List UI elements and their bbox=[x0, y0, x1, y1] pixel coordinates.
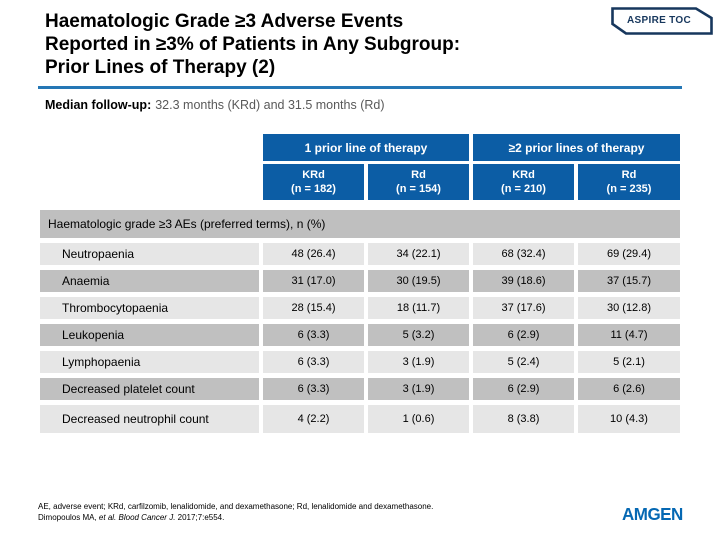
column-header-n: (n = 210) bbox=[501, 183, 546, 195]
column-header-n: (n = 182) bbox=[291, 183, 336, 195]
row-label: Anaemia bbox=[40, 270, 259, 292]
cell-value: 48 (26.4) bbox=[263, 243, 364, 265]
row-label: Lymphopaenia bbox=[40, 351, 259, 373]
cell-value: 5 (3.2) bbox=[368, 324, 469, 346]
table-row: Leukopenia 6 (3.3) 5 (3.2) 6 (2.9) 11 (4… bbox=[40, 324, 680, 346]
citation-ref: 2017;7:e554. bbox=[177, 513, 225, 522]
cell-value: 30 (12.8) bbox=[578, 297, 680, 319]
cell-value: 1 (0.6) bbox=[368, 405, 469, 433]
title-line-2: Reported in ≥3% of Patients in Any Subgr… bbox=[45, 34, 461, 55]
cell-value: 6 (2.9) bbox=[473, 378, 574, 400]
table-group-header-row: 1 prior line of therapy ≥2 prior lines o… bbox=[40, 134, 680, 161]
cell-value: 37 (15.7) bbox=[578, 270, 680, 292]
cell-value: 3 (1.9) bbox=[368, 378, 469, 400]
table-row: Lymphopaenia 6 (3.3) 3 (1.9) 5 (2.4) 5 (… bbox=[40, 351, 680, 373]
cell-value: 6 (2.9) bbox=[473, 324, 574, 346]
cell-value: 31 (17.0) bbox=[263, 270, 364, 292]
cell-value: 39 (18.6) bbox=[473, 270, 574, 292]
row-label: Neutropaenia bbox=[40, 243, 259, 265]
cell-value: 6 (3.3) bbox=[263, 351, 364, 373]
cell-value: 18 (11.7) bbox=[368, 297, 469, 319]
cell-value: 3 (1.9) bbox=[368, 351, 469, 373]
cell-value: 34 (22.1) bbox=[368, 243, 469, 265]
cell-value: 6 (2.6) bbox=[578, 378, 680, 400]
title-line-1: Haematologic Grade ≥3 Adverse Events bbox=[45, 11, 404, 32]
footnote-citation: Dimopoulos MA, et al. Blood Cancer J. 20… bbox=[38, 512, 508, 523]
aspire-toc-button[interactable]: ASPIRE TOC bbox=[611, 7, 713, 35]
banner-shape-icon bbox=[611, 7, 713, 35]
cell-value: 68 (32.4) bbox=[473, 243, 574, 265]
column-header-drug: Rd bbox=[621, 169, 637, 181]
amgen-logo: AMGEN bbox=[622, 504, 683, 525]
column-header-drug: KRd bbox=[302, 169, 325, 181]
cell-value: 37 (17.6) bbox=[473, 297, 574, 319]
cell-value: 6 (3.3) bbox=[263, 324, 364, 346]
table-row: Decreased neutrophil count 4 (2.2) 1 (0.… bbox=[40, 405, 680, 433]
table-header: 1 prior line of therapy ≥2 prior lines o… bbox=[40, 134, 680, 200]
column-header-n: (n = 154) bbox=[396, 183, 441, 195]
cell-value: 69 (29.4) bbox=[578, 243, 680, 265]
table-section-header: Haematologic grade ≥3 AEs (preferred ter… bbox=[40, 210, 680, 238]
table-row: Anaemia 31 (17.0) 30 (19.5) 39 (18.6) 37… bbox=[40, 270, 680, 292]
title-divider bbox=[38, 86, 682, 89]
group-header-2plus-prior-lines: ≥2 prior lines of therapy bbox=[473, 134, 680, 161]
cell-value: 6 (3.3) bbox=[263, 378, 364, 400]
row-label: Leukopenia bbox=[40, 324, 259, 346]
title-line-3: Prior Lines of Therapy (2) bbox=[45, 57, 276, 78]
median-followup-value: 32.3 months (KRd) and 31.5 months (Rd) bbox=[155, 98, 385, 112]
citation-journal: Blood Cancer J. bbox=[118, 513, 178, 522]
table-row: Neutropaenia 48 (26.4) 34 (22.1) 68 (32.… bbox=[40, 243, 680, 265]
column-header-rd-154: Rd (n = 154) bbox=[368, 164, 469, 200]
column-header-rd-235: Rd (n = 235) bbox=[578, 164, 680, 200]
cell-value: 5 (2.4) bbox=[473, 351, 574, 373]
cell-value: 5 (2.1) bbox=[578, 351, 680, 373]
citation-authors: Dimopoulos MA, bbox=[38, 513, 99, 522]
median-followup: Median follow-up: 32.3 months (KRd) and 3… bbox=[45, 98, 385, 112]
page-title: Haematologic Grade ≥3 Adverse Events Rep… bbox=[45, 10, 605, 79]
cell-value: 30 (19.5) bbox=[368, 270, 469, 292]
cell-value: 28 (15.4) bbox=[263, 297, 364, 319]
table-row: Decreased platelet count 6 (3.3) 3 (1.9)… bbox=[40, 378, 680, 400]
column-header-krd-182: KRd (n = 182) bbox=[263, 164, 364, 200]
cell-value: 10 (4.3) bbox=[578, 405, 680, 433]
header-spacer bbox=[40, 164, 259, 200]
row-label: Thrombocytopaenia bbox=[40, 297, 259, 319]
group-header-1-prior-line: 1 prior line of therapy bbox=[263, 134, 469, 161]
median-followup-label: Median follow-up: bbox=[45, 98, 152, 112]
column-header-n: (n = 235) bbox=[606, 183, 652, 195]
row-label: Decreased neutrophil count bbox=[40, 405, 259, 433]
column-header-krd-210: KRd (n = 210) bbox=[473, 164, 574, 200]
cell-value: 8 (3.8) bbox=[473, 405, 574, 433]
cell-value: 4 (2.2) bbox=[263, 405, 364, 433]
table-body: Neutropaenia 48 (26.4) 34 (22.1) 68 (32.… bbox=[40, 243, 680, 433]
cell-value: 11 (4.7) bbox=[578, 324, 680, 346]
row-label: Decreased platelet count bbox=[40, 378, 259, 400]
footnote-abbreviations: AE, adverse event; KRd, carfilzomib, len… bbox=[38, 502, 434, 511]
column-header-drug: KRd bbox=[512, 169, 535, 181]
header-spacer bbox=[40, 134, 259, 161]
aspire-toc-label: ASPIRE TOC bbox=[627, 15, 691, 26]
table-row: Thrombocytopaenia 28 (15.4) 18 (11.7) 37… bbox=[40, 297, 680, 319]
table-column-header-row: KRd (n = 182) Rd (n = 154) KRd (n = 210)… bbox=[40, 164, 680, 200]
footnote: AE, adverse event; KRd, carfilzomib, len… bbox=[38, 501, 508, 523]
citation-etal: et al. bbox=[98, 513, 119, 522]
column-header-drug: Rd bbox=[411, 169, 426, 181]
